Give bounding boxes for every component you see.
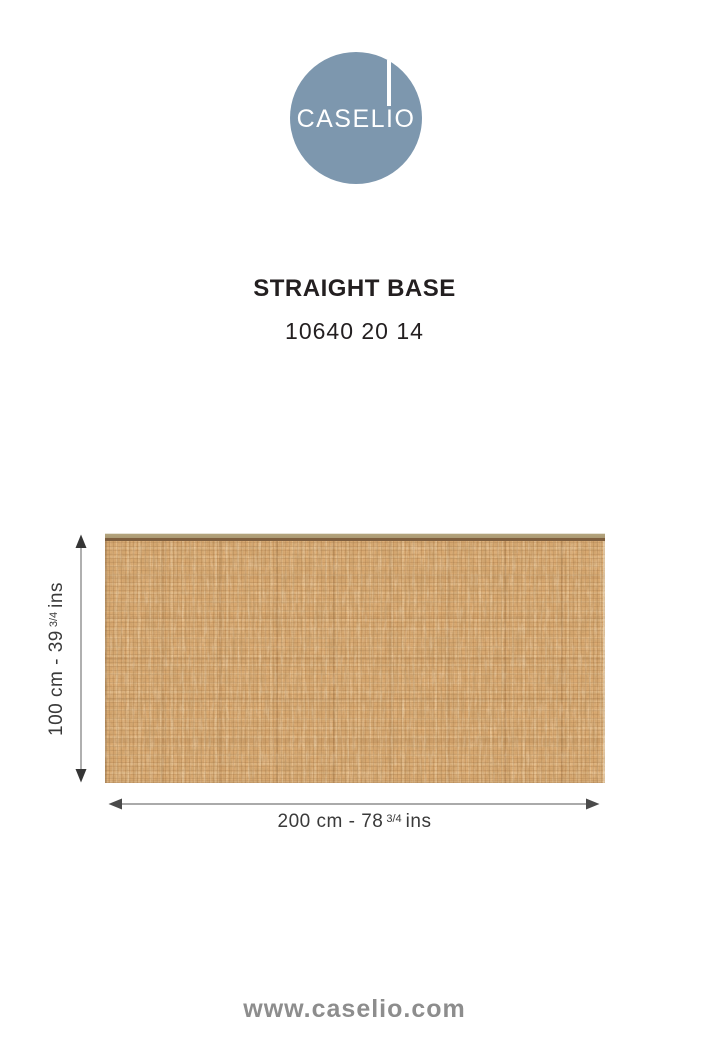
height-dimension-label: 100 cm - 39 3/4 ins	[46, 534, 71, 784]
swatch-noise-overlay	[105, 541, 605, 783]
width-dimension-label: 200 cm - 78 3/4 ins	[0, 812, 709, 831]
caselio-logo: CASELIO	[290, 52, 422, 184]
website-url[interactable]: www.caselio.com	[243, 995, 466, 1023]
height-fraction: 3/4	[48, 611, 61, 628]
product-swatch-image	[105, 533, 605, 783]
height-dimension-arrow-icon	[75, 534, 87, 783]
logo-accent-line-icon	[387, 60, 391, 106]
width-value: 200 cm - 78	[277, 811, 384, 832]
product-reference: 10640 20 14	[285, 318, 424, 344]
height-unit: ins	[46, 582, 67, 608]
product-name: STRAIGHT BASE	[253, 275, 456, 302]
swatch-top-border	[105, 533, 605, 541]
height-value: 100 cm - 39	[46, 630, 67, 736]
width-dimension-arrow-icon	[108, 798, 600, 810]
width-unit: ins	[405, 811, 432, 832]
width-fraction: 3/4	[386, 813, 402, 826]
logo-text: CASELIO	[296, 105, 416, 133]
